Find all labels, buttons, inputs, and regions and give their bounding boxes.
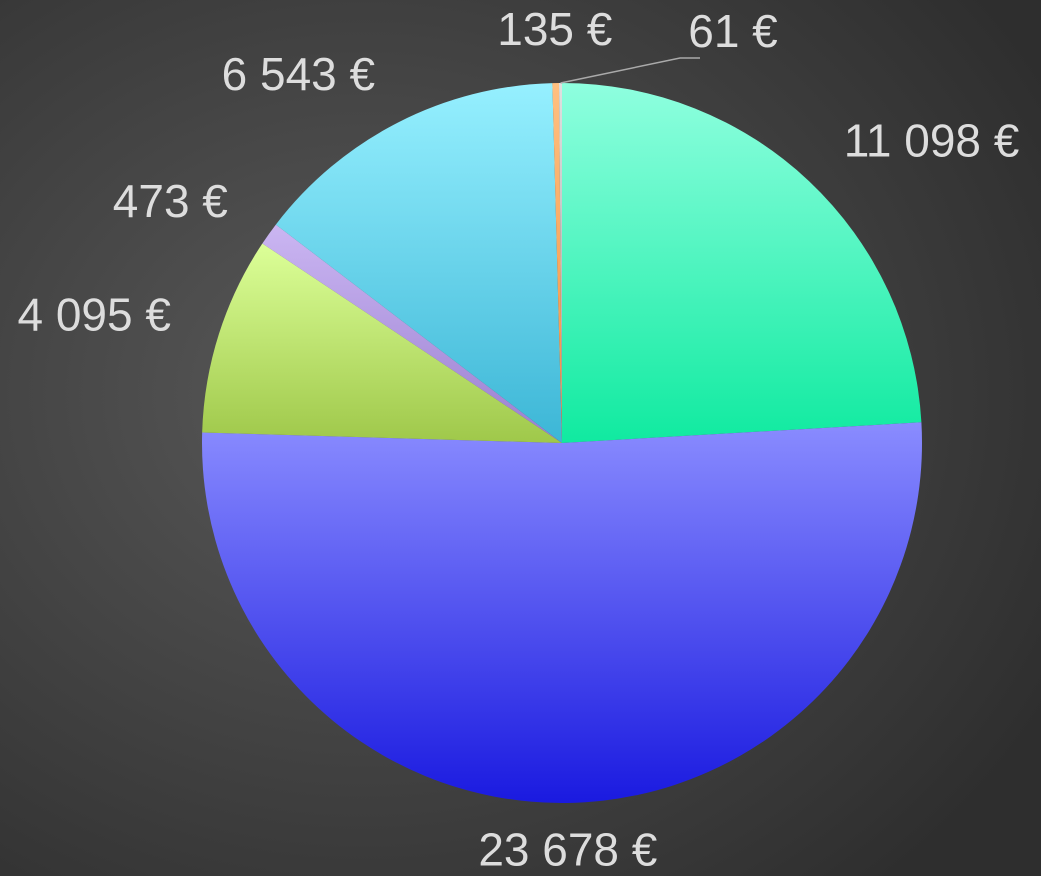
data-label: 6 543 € [222, 48, 375, 100]
pie-slice [202, 243, 562, 443]
data-label: 135 € [497, 3, 612, 55]
pie-slice [552, 83, 562, 443]
data-label: 473 € [113, 175, 228, 227]
pie-slice [559, 83, 562, 443]
pie-slice [262, 224, 562, 443]
data-label: 4 095 € [17, 289, 170, 341]
pie-slice [202, 422, 923, 803]
data-label: 11 098 € [844, 115, 1020, 167]
leader-line [560, 57, 700, 84]
data-label: 23 678 € [478, 824, 657, 876]
data-label: 61 € [688, 5, 778, 57]
pie-slice [562, 83, 922, 443]
pie-slice [275, 83, 562, 443]
